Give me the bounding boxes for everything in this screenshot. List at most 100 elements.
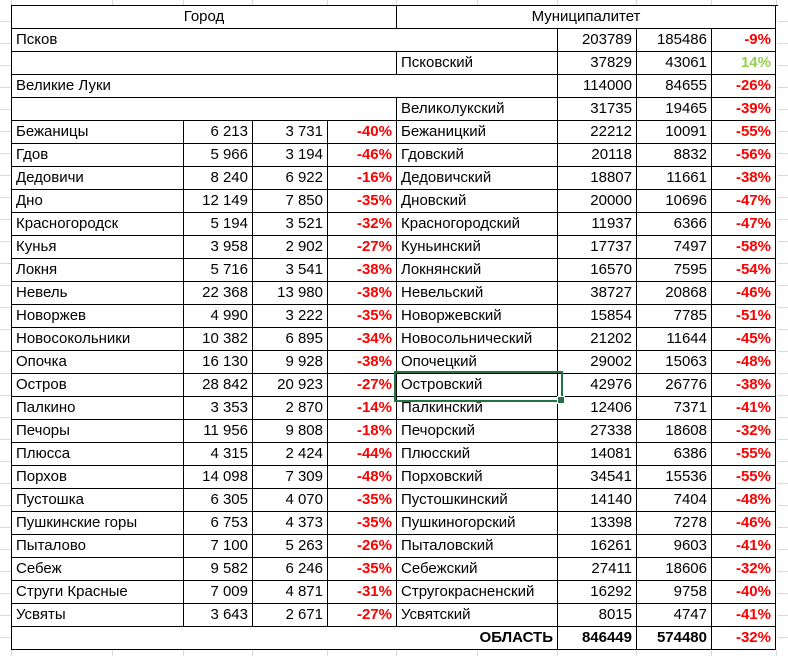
cell-city-percent[interactable]: -16% [328,167,397,190]
cell-city-value-2[interactable]: 13 980 [253,282,328,305]
cell-city-value-2[interactable]: 3 731 [253,121,328,144]
cell-muni-value-1[interactable]: 21202 [558,328,637,351]
cell-city-value-1[interactable]: 4 315 [184,443,253,466]
cell-city-percent[interactable]: -31% [328,581,397,604]
cell-city-percent[interactable]: -35% [328,512,397,535]
cell-city-value-1[interactable]: 6 305 [184,489,253,512]
cell-city-name[interactable]: Новосокольники [12,328,184,351]
cell-city-percent[interactable]: -38% [328,351,397,374]
cell-city-value-1[interactable]: 10 382 [184,328,253,351]
cell-muni-name[interactable]: Новосольнический [397,328,558,351]
cell-city-name[interactable]: Себеж [12,558,184,581]
cell-muni-value-2[interactable]: 8832 [637,144,712,167]
cell-city-value-1[interactable]: 4 990 [184,305,253,328]
cell-value-2[interactable]: 185486 [637,29,712,52]
cell-city-value-2[interactable]: 6 246 [253,558,328,581]
cell-city-value-1[interactable]: 16 130 [184,351,253,374]
cell-muni-value-2[interactable]: 4747 [637,604,712,627]
cell-muni-name[interactable]: Печорский [397,420,558,443]
cell-total-value-1[interactable]: 846449 [558,627,637,650]
cell-muni-value-1[interactable]: 13398 [558,512,637,535]
cell-muni-percent[interactable]: -41% [712,535,776,558]
cell-city-name[interactable]: Дно [12,190,184,213]
cell-muni-percent[interactable]: -38% [712,374,776,397]
cell-muni-percent[interactable]: -47% [712,190,776,213]
cell-city-value-2[interactable]: 2 424 [253,443,328,466]
cell-muni-percent[interactable]: -32% [712,420,776,443]
cell-muni-percent[interactable]: -55% [712,443,776,466]
cell-city-name[interactable]: Пустошка [12,489,184,512]
cell-city-value-1[interactable]: 28 842 [184,374,253,397]
cell-muni-name[interactable]: Пыталовский [397,535,558,558]
cell-muni-name[interactable]: Куньинский [397,236,558,259]
cell-city-percent[interactable]: -44% [328,443,397,466]
cell-muni-name[interactable]: Порховский [397,466,558,489]
cell-muni-percent[interactable]: -56% [712,144,776,167]
cell-muni-value-2[interactable]: 18606 [637,558,712,581]
cell-muni-percent[interactable]: -51% [712,305,776,328]
cell-city-value-1[interactable]: 9 582 [184,558,253,581]
cell-muni-name[interactable]: Плюсский [397,443,558,466]
cell-muni-percent[interactable]: -58% [712,236,776,259]
cell-city-value-1[interactable]: 5 194 [184,213,253,236]
cell-muni-percent[interactable]: -41% [712,397,776,420]
cell-city-name[interactable]: Локня [12,259,184,282]
cell-muni-value-1[interactable]: 14140 [558,489,637,512]
cell-muni-value-2[interactable]: 7404 [637,489,712,512]
cell-value-2[interactable]: 19465 [637,98,712,121]
cell-muni-value-2[interactable]: 6386 [637,443,712,466]
cell-muni-name[interactable]: Псковский [397,52,558,75]
cell-percent[interactable]: -26% [712,75,776,98]
cell-city-name[interactable]: Кунья [12,236,184,259]
cell-city-value-2[interactable]: 3 521 [253,213,328,236]
cell-value-1[interactable]: 31735 [558,98,637,121]
cell-muni-value-1[interactable]: 22212 [558,121,637,144]
cell-city-value-2[interactable]: 4 070 [253,489,328,512]
cell-empty[interactable] [12,52,397,75]
cell-muni-value-1[interactable]: 38727 [558,282,637,305]
cell-muni-percent[interactable]: -38% [712,167,776,190]
cell-muni-value-2[interactable]: 18608 [637,420,712,443]
cell-muni-percent[interactable]: -40% [712,581,776,604]
cell-muni-value-2[interactable]: 9603 [637,535,712,558]
cell-muni-value-1[interactable]: 16261 [558,535,637,558]
cell-city-value-2[interactable]: 20 923 [253,374,328,397]
cell-city-name[interactable]: Невель [12,282,184,305]
cell-city-name[interactable]: Пушкинские горы [12,512,184,535]
cell-value-1[interactable]: 37829 [558,52,637,75]
cell-muni-value-1[interactable]: 12406 [558,397,637,420]
cell-city-value-1[interactable]: 3 958 [184,236,253,259]
cell-city-value-2[interactable]: 7 309 [253,466,328,489]
header-city[interactable]: Город [12,6,397,29]
cell-city-percent[interactable]: -27% [328,374,397,397]
cell-city-name[interactable]: Плюсса [12,443,184,466]
cell-city-value-2[interactable]: 3 222 [253,305,328,328]
cell-muni-value-1[interactable]: 27338 [558,420,637,443]
cell-empty[interactable] [12,98,397,121]
cell-city-name[interactable]: Дедовичи [12,167,184,190]
cell-city-value-1[interactable]: 3 643 [184,604,253,627]
cell-city-value-2[interactable]: 2 671 [253,604,328,627]
cell-percent[interactable]: 14% [712,52,776,75]
cell-city-percent[interactable]: -26% [328,535,397,558]
cell-muni-name[interactable]: Новоржевский [397,305,558,328]
cell-muni-value-1[interactable]: 16570 [558,259,637,282]
cell-muni-percent[interactable]: -46% [712,512,776,535]
cell-city-name[interactable]: Палкино [12,397,184,420]
cell-city-percent[interactable]: -35% [328,305,397,328]
cell-city-name[interactable]: Опочка [12,351,184,374]
cell-muni-name[interactable]: Дновский [397,190,558,213]
cell-city-percent[interactable]: -48% [328,466,397,489]
cell-total-value-2[interactable]: 574480 [637,627,712,650]
cell-muni-value-1[interactable]: 20000 [558,190,637,213]
cell-muni-value-1[interactable]: 42976 [558,374,637,397]
cell-city-value-2[interactable]: 7 850 [253,190,328,213]
cell-city-value-1[interactable]: 5 716 [184,259,253,282]
cell-muni-name[interactable]: Красногородский [397,213,558,236]
cell-city-percent[interactable]: -27% [328,236,397,259]
fill-handle[interactable] [557,396,565,404]
cell-city-name[interactable]: Великие Луки [12,75,558,98]
cell-city-value-2[interactable]: 6 922 [253,167,328,190]
cell-muni-percent[interactable]: -32% [712,558,776,581]
cell-muni-value-2[interactable]: 7278 [637,512,712,535]
